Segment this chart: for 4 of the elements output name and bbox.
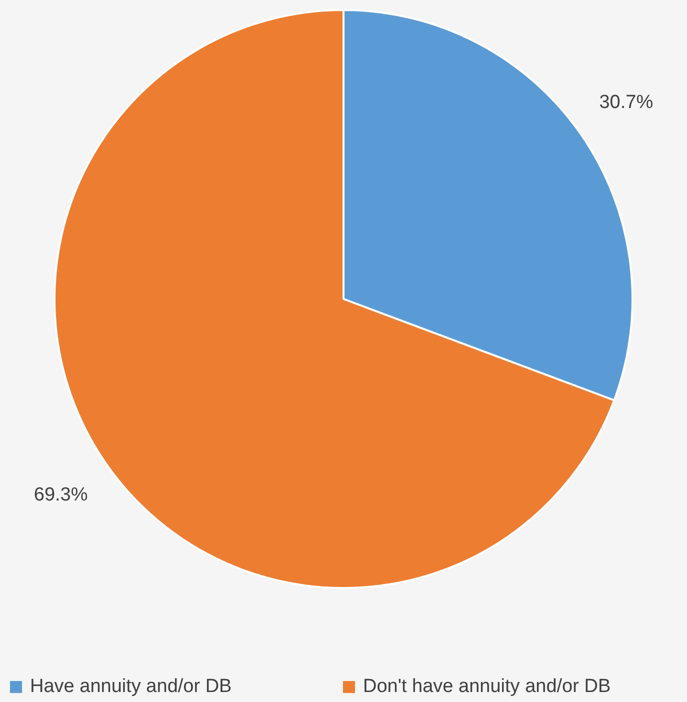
- legend-label: Don't have annuity and/or DB: [363, 676, 611, 698]
- data-label: 69.3%: [34, 484, 88, 506]
- data-label: 30.7%: [599, 92, 654, 114]
- legend-label: Have annuity and/or DB: [30, 676, 232, 698]
